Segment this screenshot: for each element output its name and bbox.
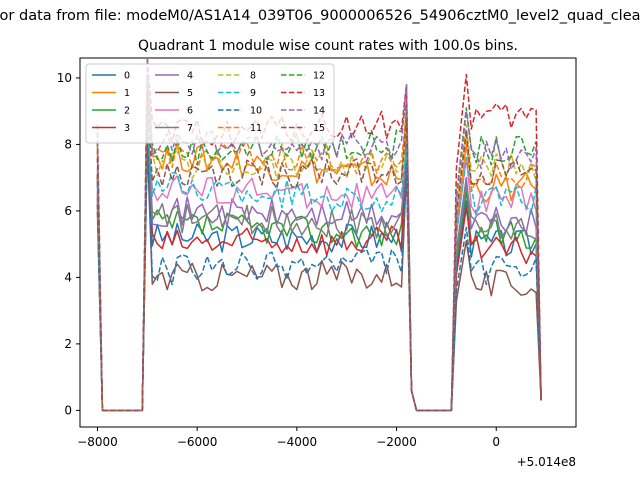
legend-label-0: 0 xyxy=(124,71,130,82)
legend-box xyxy=(85,63,335,144)
legend-label-4: 4 xyxy=(187,71,193,82)
y-axis: 0 2 4 6 8 10 xyxy=(57,71,80,417)
figure-suptitle: Plot for data from file: modeM0/AS1A14_0… xyxy=(0,8,640,24)
legend-label-1: 1 xyxy=(124,88,130,99)
legend-label-6: 6 xyxy=(187,106,193,117)
plot-frame xyxy=(79,57,577,428)
legend-label-3: 3 xyxy=(124,123,130,134)
series-line-6 xyxy=(96,123,542,412)
series-line-5 xyxy=(96,143,542,412)
y-tick-label: 4 xyxy=(64,270,72,284)
y-tick-label: 8 xyxy=(64,137,72,151)
series-line-2 xyxy=(96,107,542,412)
x-tick-label: 0 xyxy=(492,435,500,449)
legend-label-15: 15 xyxy=(313,123,325,134)
series-layer xyxy=(96,58,542,412)
legend-label-13: 13 xyxy=(313,88,325,99)
y-tick-label: 2 xyxy=(64,337,72,351)
legend-label-11: 11 xyxy=(250,123,262,134)
x-tick-label: −6000 xyxy=(177,435,218,449)
series-line-3 xyxy=(96,107,542,412)
legend-label-9: 9 xyxy=(250,88,256,99)
legend-label-5: 5 xyxy=(187,88,193,99)
x-tick-label: −2000 xyxy=(376,435,417,449)
legend-label-14: 14 xyxy=(313,106,325,117)
legend-label-12: 12 xyxy=(313,71,325,82)
series-line-10 xyxy=(96,137,542,412)
y-tick-label: 6 xyxy=(64,204,72,218)
x-tick-label: −8000 xyxy=(77,435,118,449)
chart-title: Quadrant 1 module wise count rates with … xyxy=(138,38,518,54)
series-line-7 xyxy=(96,130,542,412)
legend-label-10: 10 xyxy=(250,106,262,117)
x-tick-label: −4000 xyxy=(277,435,318,449)
y-tick-label: 10 xyxy=(57,71,72,85)
series-line-9 xyxy=(96,117,542,412)
y-tick-label: 0 xyxy=(64,403,72,417)
legend-label-7: 7 xyxy=(187,123,193,134)
series-line-14 xyxy=(96,58,542,412)
legend-label-8: 8 xyxy=(250,71,256,82)
legend-label-2: 2 xyxy=(124,106,130,117)
x-axis: −8000 −6000 −4000 −2000 0 xyxy=(77,427,500,449)
series-line-15 xyxy=(96,90,542,412)
x-offset-label: +5.014e8 xyxy=(517,455,576,469)
